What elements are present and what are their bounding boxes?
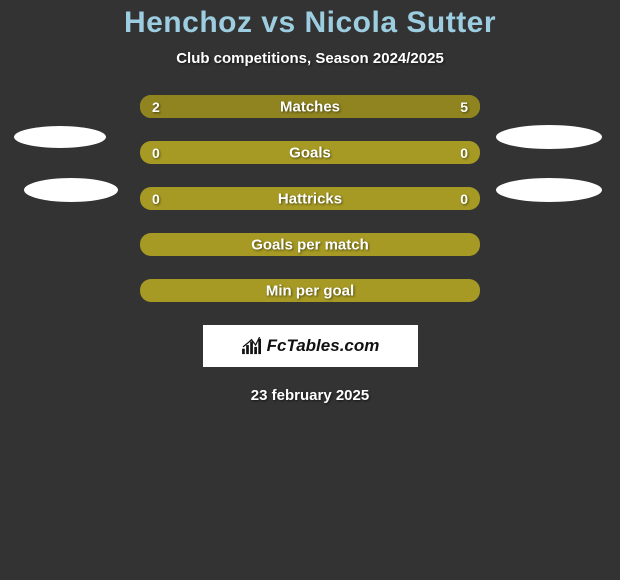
stat-row: 0 0 Hattricks (140, 187, 480, 210)
stat-fill-right (235, 95, 480, 118)
stat-left-value: 2 (152, 99, 160, 115)
bar-chart-icon (241, 337, 263, 355)
stat-label: Goals per match (251, 236, 369, 253)
date-text: 23 february 2025 (0, 387, 620, 404)
stat-right-value: 0 (460, 191, 468, 207)
stat-row: 2 5 Matches (140, 95, 480, 118)
stat-label: Hattricks (278, 190, 342, 207)
avatar-right-1 (496, 125, 602, 149)
stat-label: Matches (280, 98, 340, 115)
comparison-card: Henchoz vs Nicola Sutter Club competitio… (0, 0, 620, 580)
logo-box: FcTables.com (203, 325, 418, 367)
stat-right-value: 5 (460, 99, 468, 115)
logo: FcTables.com (241, 336, 380, 356)
stat-right-value: 0 (460, 145, 468, 161)
logo-text: FcTables.com (267, 336, 380, 356)
stat-left-value: 0 (152, 145, 160, 161)
subtitle: Club competitions, Season 2024/2025 (0, 50, 620, 67)
stat-row: Goals per match (140, 233, 480, 256)
stat-label: Min per goal (266, 282, 354, 299)
stats-container: 2 5 Matches 0 0 Goals 0 0 Hattricks Goals per mat… (140, 95, 480, 302)
avatar-left-2 (24, 178, 118, 202)
avatar-left-1 (14, 126, 106, 148)
stat-row: 0 0 Goals (140, 141, 480, 164)
stat-label: Goals (289, 144, 331, 161)
page-title: Henchoz vs Nicola Sutter (0, 0, 620, 40)
stat-left-value: 0 (152, 191, 160, 207)
avatar-right-2 (496, 178, 602, 202)
stat-row: Min per goal (140, 279, 480, 302)
